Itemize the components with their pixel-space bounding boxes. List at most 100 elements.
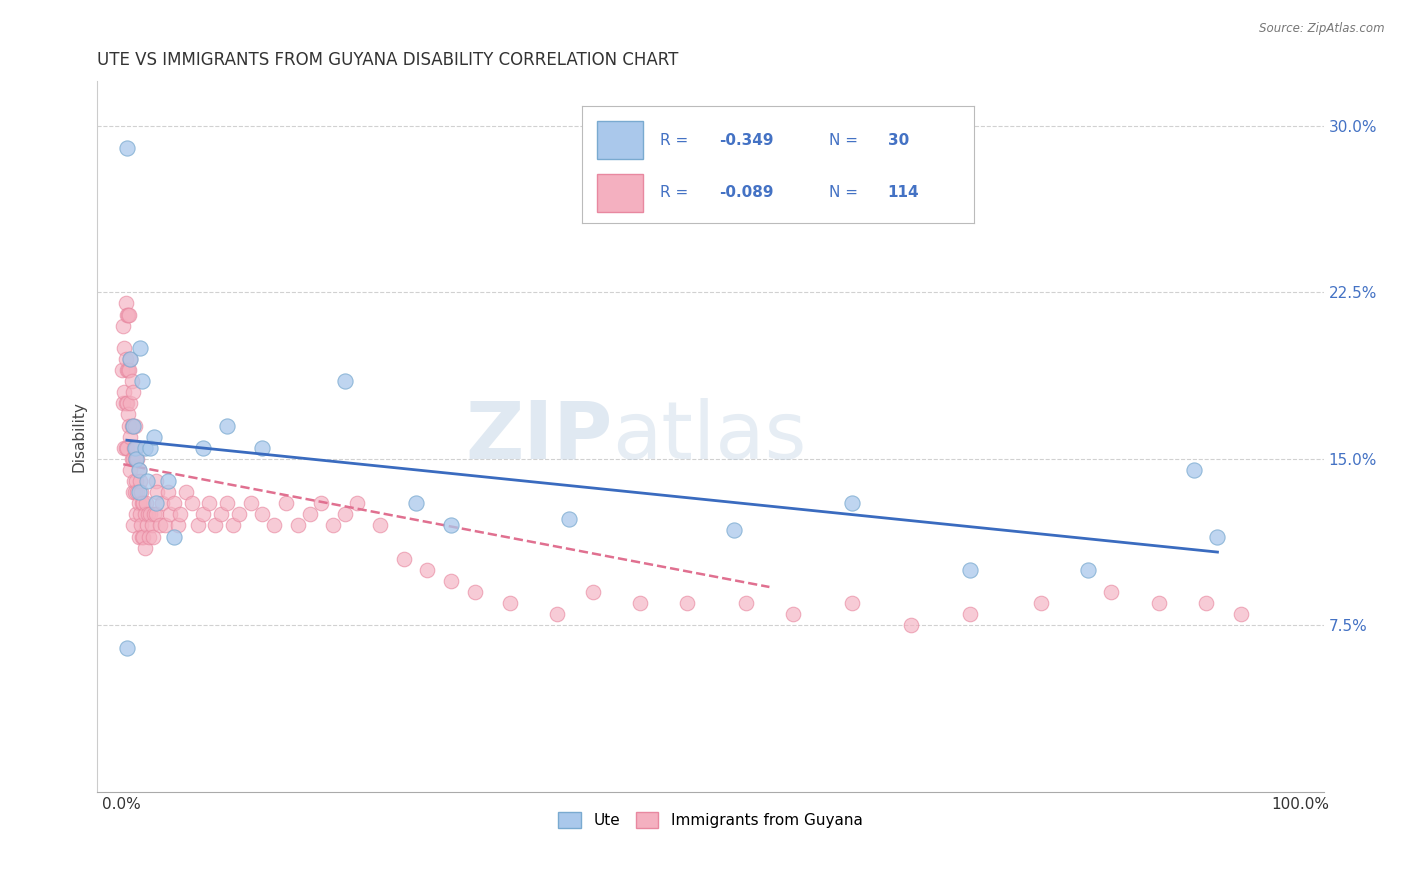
Point	[193, 441, 215, 455]
Point	[121, 385, 143, 400]
Point	[333, 508, 356, 522]
Point	[440, 518, 463, 533]
Point	[132, 530, 155, 544]
Point	[287, 518, 309, 533]
Point	[129, 485, 152, 500]
Text: atlas: atlas	[613, 398, 807, 475]
Point	[193, 508, 215, 522]
Point	[138, 530, 160, 544]
Point	[128, 463, 150, 477]
Point	[222, 518, 245, 533]
Point	[676, 596, 699, 610]
Point	[121, 485, 143, 500]
Point	[118, 308, 141, 322]
Point	[1182, 463, 1205, 477]
Point	[723, 523, 745, 537]
Point	[187, 518, 209, 533]
Point	[546, 607, 568, 622]
Point	[115, 308, 138, 322]
Point	[841, 596, 863, 610]
Point	[215, 496, 238, 510]
Point	[122, 474, 145, 488]
Point	[157, 485, 180, 500]
Point	[122, 441, 145, 455]
Point	[215, 418, 238, 433]
Point	[124, 418, 146, 433]
Point	[180, 496, 202, 510]
Point	[117, 408, 139, 422]
Point	[134, 541, 156, 555]
Point	[135, 518, 157, 533]
Point	[114, 396, 136, 410]
Point	[166, 518, 188, 533]
Point	[128, 485, 150, 500]
Point	[125, 441, 148, 455]
Point	[163, 496, 186, 510]
Point	[150, 496, 173, 510]
Point	[135, 474, 157, 488]
Point	[142, 430, 165, 444]
Point	[416, 563, 439, 577]
Text: Source: ZipAtlas.com: Source: ZipAtlas.com	[1260, 22, 1385, 36]
Point	[121, 374, 143, 388]
Point	[841, 496, 863, 510]
Point	[115, 396, 138, 410]
Point	[114, 351, 136, 366]
Point	[121, 418, 143, 433]
Point	[115, 363, 138, 377]
Point	[146, 485, 169, 500]
Text: UTE VS IMMIGRANTS FROM GUYANA DISABILITY CORRELATION CHART: UTE VS IMMIGRANTS FROM GUYANA DISABILITY…	[97, 51, 679, 69]
Point	[121, 418, 143, 433]
Point	[121, 418, 143, 433]
Point	[128, 508, 150, 522]
Point	[263, 518, 285, 533]
Point	[900, 618, 922, 632]
Point	[118, 363, 141, 377]
Point	[128, 341, 150, 355]
Point	[125, 508, 148, 522]
Point	[121, 518, 143, 533]
Point	[145, 474, 167, 488]
Point	[120, 351, 142, 366]
Point	[1147, 596, 1170, 610]
Point	[128, 530, 150, 544]
Point	[959, 563, 981, 577]
Point	[118, 418, 141, 433]
Point	[464, 585, 486, 599]
Point	[163, 530, 186, 544]
Point	[440, 574, 463, 588]
Point	[311, 496, 333, 510]
Point	[114, 441, 136, 455]
Point	[139, 508, 162, 522]
Point	[131, 374, 153, 388]
Point	[370, 518, 392, 533]
Point	[392, 551, 415, 566]
Point	[128, 474, 150, 488]
Point	[239, 496, 262, 510]
Point	[115, 640, 138, 655]
Y-axis label: Disability: Disability	[72, 401, 86, 472]
Point	[1077, 563, 1099, 577]
Point	[204, 518, 226, 533]
Point	[209, 508, 232, 522]
Point	[120, 430, 142, 444]
Point	[120, 351, 142, 366]
Point	[111, 363, 134, 377]
Point	[145, 496, 167, 510]
Point	[136, 508, 159, 522]
Point	[1195, 596, 1218, 610]
Point	[153, 518, 176, 533]
Point	[114, 341, 136, 355]
Point	[128, 496, 150, 510]
Point	[117, 308, 139, 322]
Point	[274, 496, 297, 510]
Point	[124, 451, 146, 466]
Point	[120, 396, 142, 410]
Point	[1029, 596, 1052, 610]
Point	[228, 508, 250, 522]
Point	[125, 451, 148, 466]
Point	[298, 508, 321, 522]
Point	[129, 518, 152, 533]
Point	[499, 596, 522, 610]
Point	[114, 385, 136, 400]
